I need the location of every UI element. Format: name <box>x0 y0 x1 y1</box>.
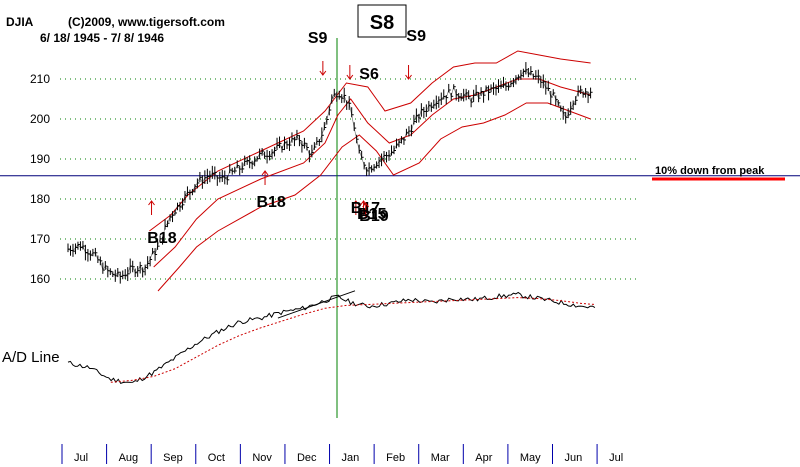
chart-title: DJIA <box>6 15 34 29</box>
signal-label: B15 <box>357 206 386 223</box>
y-tick-label: 190 <box>30 152 50 166</box>
signal-label: S6 <box>359 66 379 83</box>
month-label: Nov <box>252 452 272 464</box>
month-label: Dec <box>297 452 317 464</box>
y-tick-label: 200 <box>30 112 50 126</box>
x-axis-months: Jul Aug Sep Oct Nov Dec Jan Feb Mar Apr May Jun Jul <box>61 444 623 464</box>
ad-line-label: A/D Line <box>2 349 60 366</box>
signal-arrowhead <box>148 200 155 206</box>
month-label: Aug <box>119 452 139 464</box>
month-label: Jan <box>342 452 360 464</box>
month-label: Jul <box>74 452 88 464</box>
month-label: Apr <box>475 452 492 464</box>
y-tick-label: 160 <box>30 272 50 286</box>
y-tick-label: 210 <box>30 72 50 86</box>
lower-band <box>157 102 591 292</box>
month-label: Sep <box>163 452 183 464</box>
signal-arrowhead <box>346 74 354 80</box>
signal-arrowhead <box>405 74 412 80</box>
date-range: 6/ 18/ 1945 - 7/ 8/ 1946 <box>40 31 164 45</box>
gridlines <box>60 78 640 280</box>
signal-arrowhead <box>319 70 327 76</box>
signal-label: S9 <box>308 30 328 47</box>
s8-label-box <box>357 4 407 38</box>
month-label: Feb <box>386 452 405 464</box>
ad-trendline <box>277 290 356 319</box>
signal-label: B18 <box>147 230 176 247</box>
price-series <box>67 62 593 284</box>
signal-label: B18 <box>256 194 285 211</box>
upper-band <box>149 50 591 232</box>
signal-arrowhead <box>362 202 370 208</box>
month-label: Jun <box>564 452 582 464</box>
copyright-text: (C)2009, www.tigersoft.com <box>68 15 225 29</box>
y-tick-label: 170 <box>30 232 50 246</box>
ad-line-group <box>67 290 596 385</box>
ad-line <box>67 291 596 385</box>
y-axis-ticks: 160 170 180 190 200 210 <box>30 72 50 286</box>
s8-label: S8 <box>370 12 394 34</box>
ad-moving-average <box>110 297 595 383</box>
signal-label: S9 <box>406 28 426 45</box>
signal-arrowhead <box>352 200 360 206</box>
price-line <box>67 69 591 277</box>
month-label: May <box>520 452 541 464</box>
reference-annotation: 10% down from peak <box>655 165 765 177</box>
band-lines <box>149 50 591 292</box>
signal-label: B19 <box>359 208 388 225</box>
y-tick-label: 180 <box>30 192 50 206</box>
month-label: Jul <box>609 452 623 464</box>
signal-arrowhead <box>261 170 269 176</box>
month-label: Oct <box>208 452 225 464</box>
month-label: Mar <box>431 452 450 464</box>
